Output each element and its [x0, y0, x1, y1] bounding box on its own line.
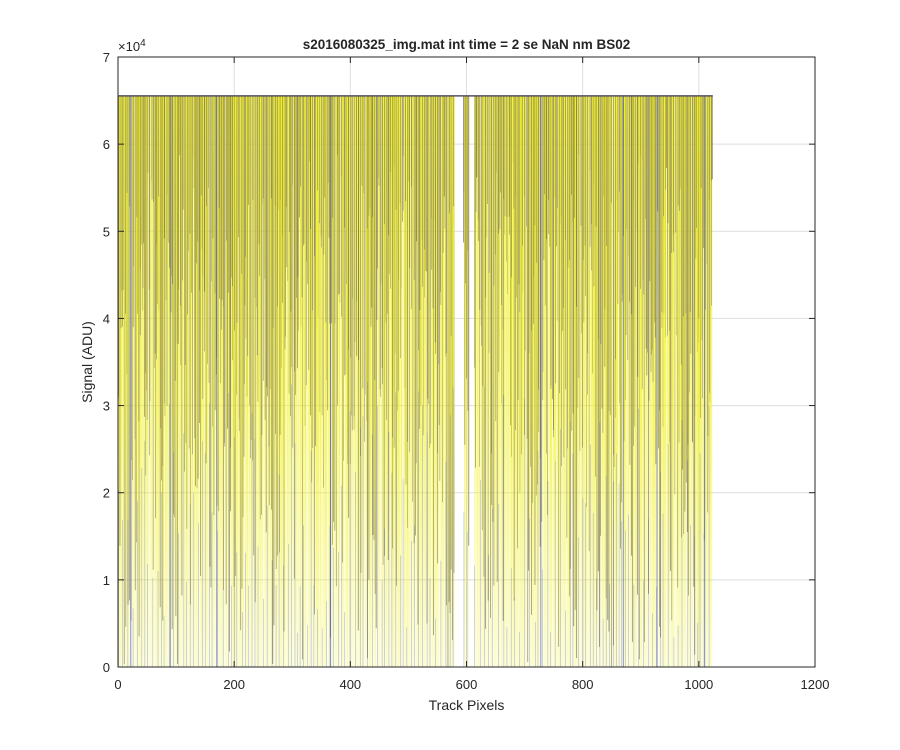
x-tick-label: 600	[456, 677, 478, 692]
y-tick-label: 1	[103, 573, 110, 588]
x-axis-label: Track Pixels	[429, 697, 505, 713]
chart-title: s2016080325_img.mat int time = 2 se NaN …	[303, 37, 631, 52]
y-tick-labels: 0 1 2 3 4 5 6 7	[103, 50, 110, 675]
x-tick-label: 1000	[684, 677, 713, 692]
y-tick-label: 6	[103, 137, 110, 152]
y-tick-label: 5	[103, 224, 110, 239]
y-tick-label: 4	[103, 311, 110, 326]
dark-series-overlay	[118, 95, 712, 467]
x-tick-labels: 0 200 400 600 800 1000 1200	[114, 677, 829, 692]
x-tick-label: 800	[572, 677, 594, 692]
x-tick-label: 200	[223, 677, 245, 692]
x-tick-label: 0	[114, 677, 121, 692]
y-axis-exponent: ×104	[118, 38, 146, 54]
y-tick-label: 2	[103, 486, 110, 501]
blue-series-traces	[118, 382, 710, 667]
x-tick-label: 1200	[801, 677, 830, 692]
y-tick-label: 0	[103, 660, 110, 675]
y-axis-label: Signal (ADU)	[79, 321, 95, 403]
y-tick-label: 3	[103, 399, 110, 414]
y-tick-label: 7	[103, 50, 110, 65]
axis-ticks	[117, 56, 816, 668]
plot-area	[117, 56, 816, 668]
x-tick-label: 400	[339, 677, 361, 692]
data-series	[118, 95, 713, 667]
